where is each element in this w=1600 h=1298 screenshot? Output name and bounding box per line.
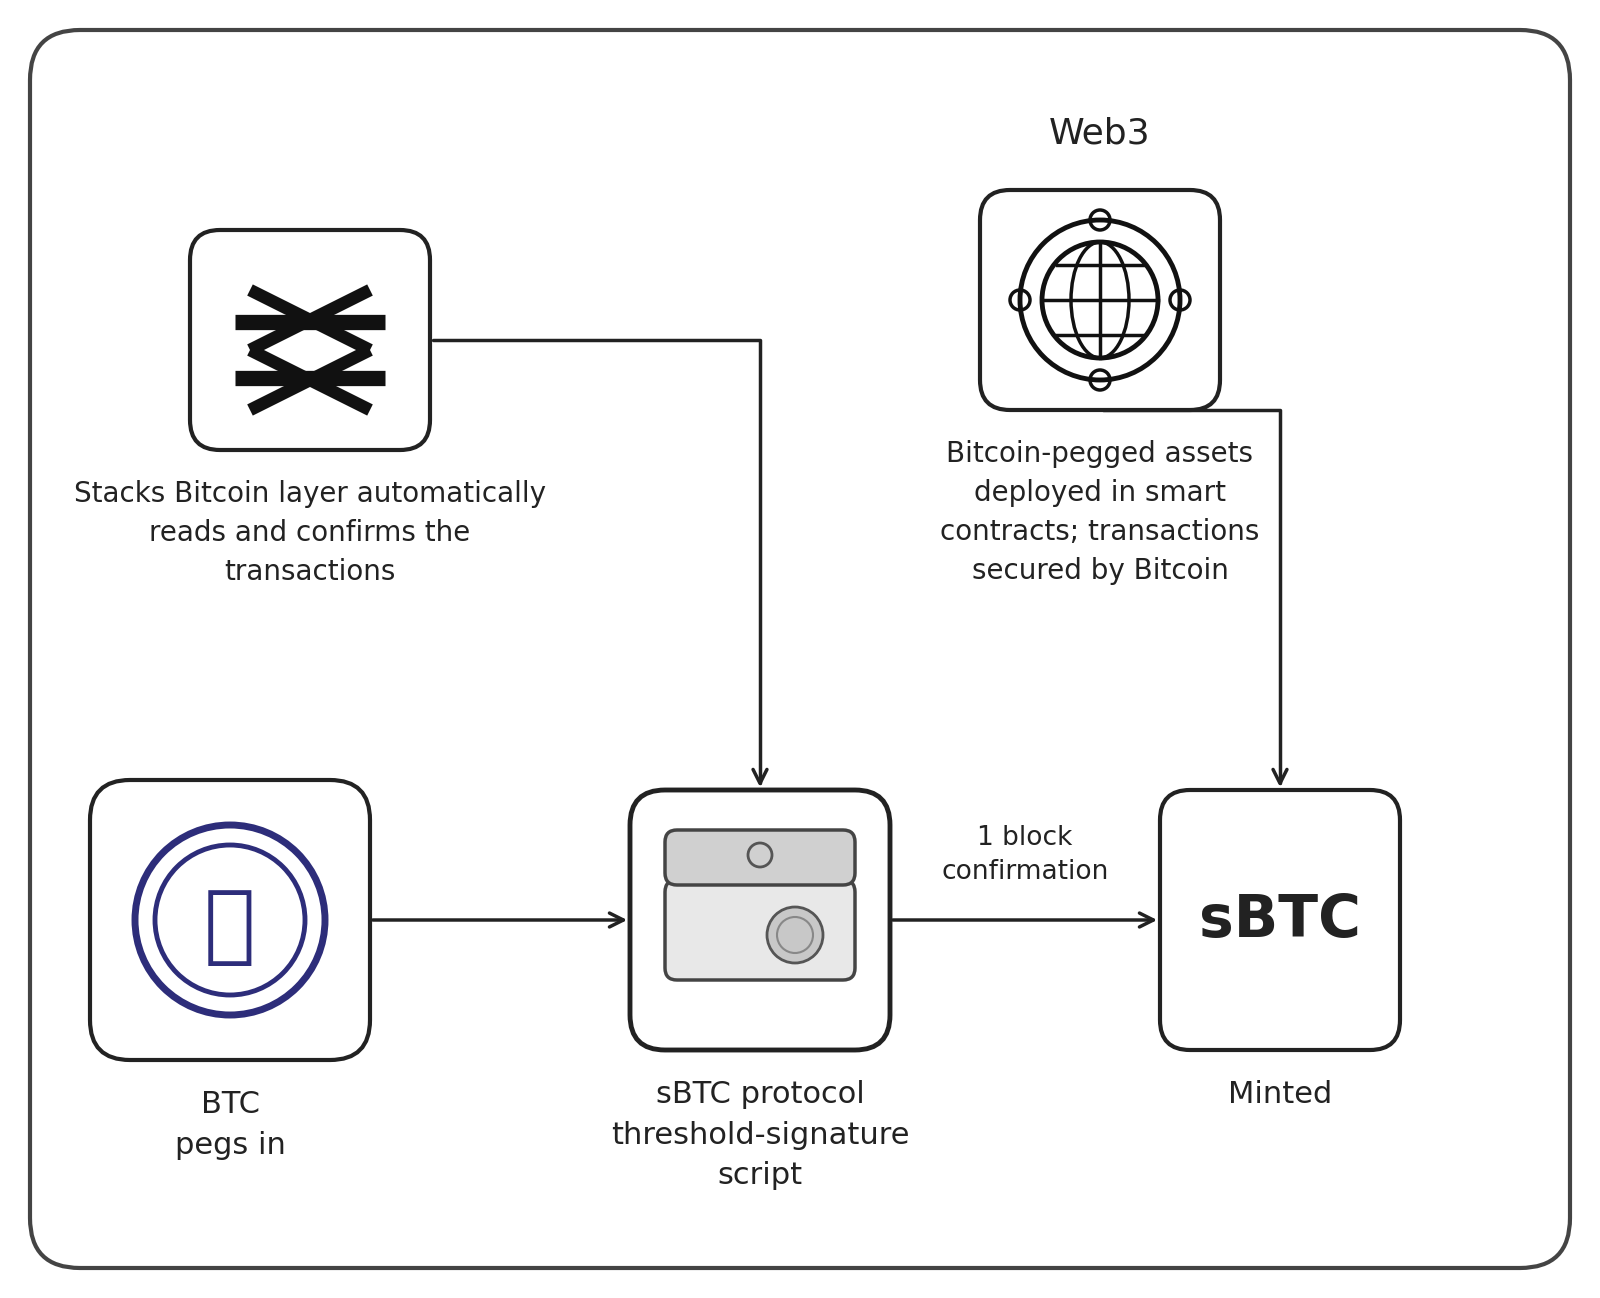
Text: Stacks Bitcoin layer automatically
reads and confirms the
transactions: Stacks Bitcoin layer automatically reads…	[74, 480, 546, 585]
FancyBboxPatch shape	[190, 230, 430, 450]
Text: BTC
pegs in: BTC pegs in	[174, 1090, 285, 1159]
Text: sBTC: sBTC	[1198, 892, 1362, 949]
Circle shape	[766, 907, 822, 963]
Text: Minted: Minted	[1227, 1080, 1333, 1108]
Text: 1 block
confirmation: 1 block confirmation	[941, 826, 1109, 885]
Text: Bitcoin-pegged assets
deployed in smart
contracts; transactions
secured by Bitco: Bitcoin-pegged assets deployed in smart …	[941, 440, 1259, 585]
FancyBboxPatch shape	[666, 880, 854, 980]
FancyBboxPatch shape	[30, 30, 1570, 1268]
FancyBboxPatch shape	[90, 780, 370, 1060]
FancyBboxPatch shape	[979, 190, 1221, 410]
Text: Web3: Web3	[1050, 116, 1150, 151]
FancyBboxPatch shape	[1160, 790, 1400, 1050]
FancyBboxPatch shape	[630, 790, 890, 1050]
FancyBboxPatch shape	[666, 829, 854, 885]
Text: sBTC protocol
threshold-signature
script: sBTC protocol threshold-signature script	[611, 1080, 909, 1190]
Text: ₿: ₿	[205, 887, 256, 970]
